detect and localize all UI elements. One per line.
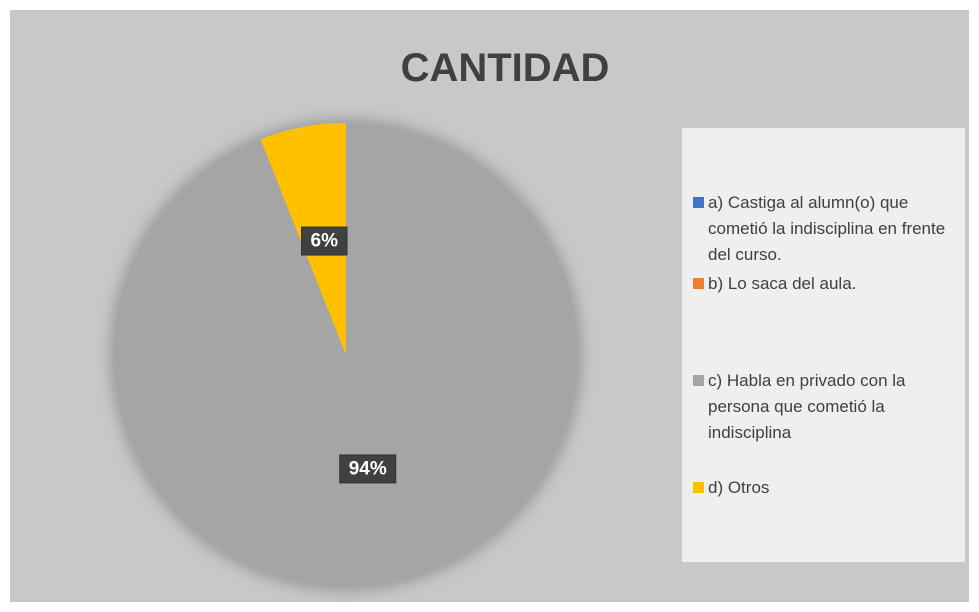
legend-label: c) Habla en privado con la persona que c… <box>708 371 906 442</box>
data-label-box <box>339 454 397 484</box>
pie <box>113 123 578 587</box>
pie-slice <box>113 123 578 587</box>
legend-swatch <box>693 375 704 386</box>
legend-label: a) Castiga al alumn(o) que cometió la in… <box>708 193 946 264</box>
chart-title: CANTIDAD <box>401 46 610 90</box>
data-label: 6% <box>311 231 339 252</box>
legend-swatch <box>693 197 704 208</box>
legend-entry: b) Lo saca del aula. <box>693 271 959 297</box>
legend-swatch <box>693 278 704 289</box>
data-label: 94% <box>349 458 387 479</box>
legend-entry: a) Castiga al alumn(o) que cometió la in… <box>693 190 959 268</box>
legend-entry: d) Otros <box>693 475 959 501</box>
legend-label: b) Lo saca del aula. <box>708 274 857 293</box>
data-label-group: 6% <box>301 226 348 256</box>
legend: a) Castiga al alumn(o) que cometió la in… <box>682 128 965 562</box>
data-label-group: 94% <box>339 454 397 484</box>
data-label-box <box>301 226 348 256</box>
legend-swatch <box>693 482 704 493</box>
legend-entry: c) Habla en privado con la persona que c… <box>693 368 959 446</box>
legend-label: d) Otros <box>708 478 770 497</box>
